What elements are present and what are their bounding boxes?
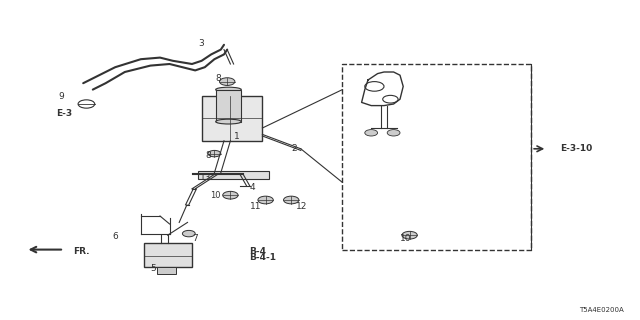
Circle shape (220, 78, 235, 85)
Text: 11: 11 (250, 202, 261, 211)
Circle shape (284, 196, 299, 204)
Text: 8: 8 (215, 74, 221, 83)
FancyBboxPatch shape (216, 90, 241, 122)
Text: FR.: FR. (74, 247, 90, 256)
Text: E-3-10: E-3-10 (560, 144, 592, 153)
Circle shape (182, 230, 195, 237)
Text: 6: 6 (113, 232, 118, 241)
Circle shape (208, 150, 221, 157)
Text: 9: 9 (58, 92, 63, 100)
Ellipse shape (216, 87, 241, 92)
Text: 2: 2 (291, 144, 297, 153)
Text: 4: 4 (250, 183, 255, 192)
Text: E-3: E-3 (56, 109, 72, 118)
Text: 3: 3 (199, 39, 204, 48)
Text: T5A4E0200A: T5A4E0200A (579, 308, 624, 313)
FancyBboxPatch shape (198, 171, 269, 179)
Circle shape (402, 231, 417, 239)
Text: B-4: B-4 (250, 247, 267, 256)
Circle shape (387, 130, 400, 136)
Text: 10: 10 (400, 234, 412, 243)
Circle shape (365, 130, 378, 136)
FancyBboxPatch shape (157, 267, 176, 274)
Text: 8: 8 (205, 151, 211, 160)
FancyBboxPatch shape (144, 243, 192, 267)
Text: B-4-1: B-4-1 (250, 253, 276, 262)
Text: 1: 1 (234, 132, 240, 140)
Text: 13: 13 (200, 173, 211, 182)
Text: 7: 7 (192, 234, 198, 243)
Ellipse shape (216, 119, 241, 124)
FancyBboxPatch shape (202, 96, 262, 141)
Text: 12: 12 (296, 202, 308, 211)
Text: 5: 5 (151, 264, 156, 273)
Circle shape (258, 196, 273, 204)
Text: 10: 10 (211, 191, 221, 200)
Circle shape (223, 191, 238, 199)
